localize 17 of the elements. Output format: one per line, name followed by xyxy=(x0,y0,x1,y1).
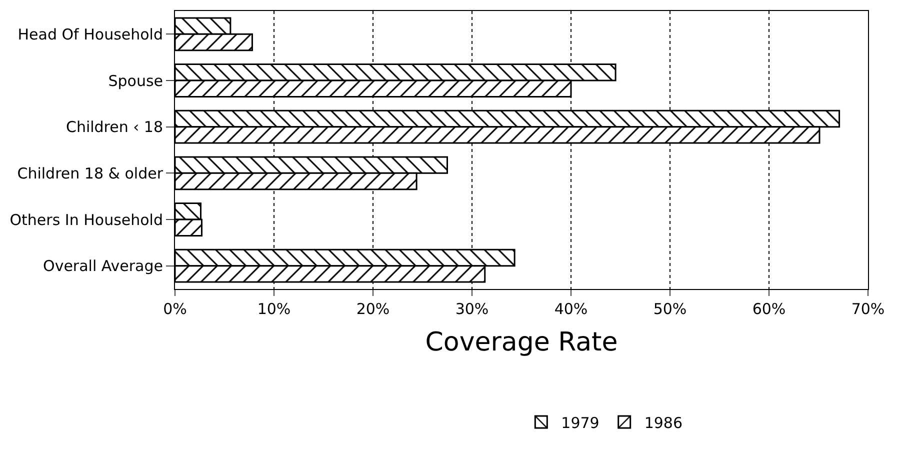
text: 1979 xyxy=(561,414,600,432)
y-tick-label: Overall Average xyxy=(43,257,163,276)
x-tick-label: 60% xyxy=(752,300,786,318)
x-tick-label: 70% xyxy=(851,300,885,318)
x-tick-label: 30% xyxy=(455,300,489,318)
x-tick-label: 40% xyxy=(554,300,588,318)
y-tick-label: Spouse xyxy=(108,72,163,90)
y-tick-label: Children 18 & older xyxy=(17,164,164,182)
text: 1986 xyxy=(644,414,683,432)
x-tick-label: 50% xyxy=(653,300,687,318)
y-tick-label: Others In Household xyxy=(10,210,163,229)
x-tick-label: 0% xyxy=(163,300,187,318)
x-tick-label: 10% xyxy=(257,300,291,318)
y-tick-label: Children ‹ 18 xyxy=(66,118,163,136)
y-tick-label: Head Of Household xyxy=(18,25,163,44)
x-axis-title: Coverage Rate xyxy=(425,328,618,358)
x-tick-label: 20% xyxy=(356,300,390,318)
